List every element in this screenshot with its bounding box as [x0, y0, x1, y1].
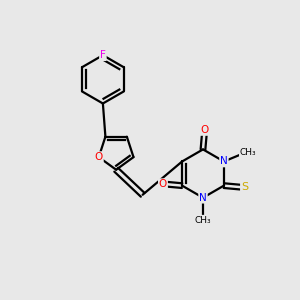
Text: CH₃: CH₃ — [240, 148, 256, 157]
Text: CH₃: CH₃ — [195, 216, 211, 225]
Text: F: F — [100, 50, 106, 60]
Text: O: O — [95, 152, 103, 162]
Text: S: S — [241, 182, 248, 192]
Text: N: N — [199, 193, 207, 203]
Text: O: O — [159, 179, 167, 189]
Text: O: O — [200, 125, 208, 135]
Text: N: N — [220, 157, 228, 166]
